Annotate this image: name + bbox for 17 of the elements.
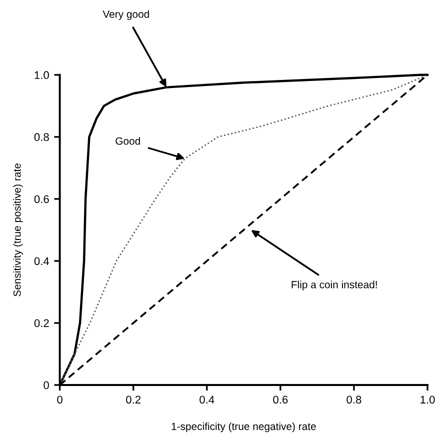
y-tick-label: 0.4: [34, 257, 50, 266]
y-tick-label: 1.0: [34, 71, 49, 80]
y-tick-label: 0: [44, 381, 49, 390]
x-tick-label: 0.8: [346, 396, 362, 404]
annotation: Very good: [102, 10, 149, 20]
y-tick-label: 0.6: [34, 195, 49, 204]
y-tick-label: 0.8: [34, 133, 49, 142]
annotation: Good: [116, 137, 140, 145]
x-tick-label: 0.4: [200, 396, 214, 404]
annotation: Flip a coin instead!: [292, 280, 377, 290]
x-axis-title: 1-specificity (true negative) rate: [172, 422, 316, 432]
y-tick-label: 0.2: [34, 319, 49, 328]
x-tick-label: 1.0: [420, 396, 435, 404]
x-tick-label: 0.2: [126, 396, 141, 404]
y-axis-title: Sensitivity (true positive) rate: [13, 164, 23, 296]
x-tick-label: 0.6: [273, 396, 288, 404]
x-tick-label: 0: [57, 396, 62, 404]
